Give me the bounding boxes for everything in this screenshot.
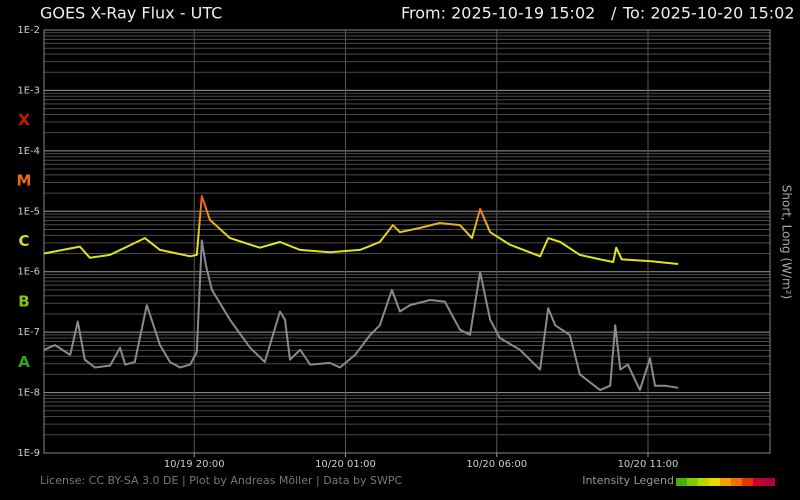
y-tick-label: 1E-3: [17, 85, 40, 96]
x-tick-label: 10/20 01:00: [315, 459, 376, 470]
y-axis-label: Short, Long (W/m²): [780, 185, 794, 299]
legend-swatch: [731, 478, 742, 486]
series-line: [43, 195, 679, 265]
separator: /: [611, 4, 617, 23]
legend-swatch: [698, 478, 709, 486]
from-label: From: 2025-10-19 15:02: [401, 4, 595, 23]
legend-swatch: [742, 478, 753, 486]
y-tick-label: 1E-9: [17, 448, 40, 459]
legend-swatch: [753, 478, 764, 486]
flare-class-label: M: [17, 172, 32, 190]
series-line: [43, 239, 679, 392]
flare-class-label: X: [18, 111, 30, 129]
y-tick-label: 1E-8: [17, 388, 40, 399]
x-tick-label: 10/19 20:00: [164, 459, 225, 470]
y-tick-label: 1E-6: [17, 267, 40, 278]
legend-swatch: [764, 478, 775, 486]
flare-class-label: C: [18, 232, 29, 250]
y-tick-label: 1E-5: [17, 206, 40, 217]
y-tick-label: 1E-4: [17, 146, 40, 157]
to-label: To: 2025-10-20 15:02: [622, 4, 795, 23]
legend-swatch: [687, 478, 698, 486]
y-tick-label: 1E-7: [17, 327, 40, 338]
legend-swatch: [709, 478, 720, 486]
legend-swatch: [676, 478, 687, 486]
flare-class-label: A: [18, 353, 30, 371]
legend-swatch: [720, 478, 731, 486]
y-tick-label: 1E-2: [17, 25, 40, 36]
chart-title: GOES X-Ray Flux - UTC: [40, 4, 222, 23]
x-tick-label: 10/20 11:00: [618, 459, 679, 470]
plot-frame: [43, 29, 771, 454]
footer: License: CC BY-SA 3.0 DE | Plot by Andre…: [40, 474, 402, 487]
x-tick-label: 10/20 06:00: [466, 459, 527, 470]
flare-class-label: B: [18, 292, 29, 310]
legend-label: Intensity Legend: [582, 474, 674, 487]
